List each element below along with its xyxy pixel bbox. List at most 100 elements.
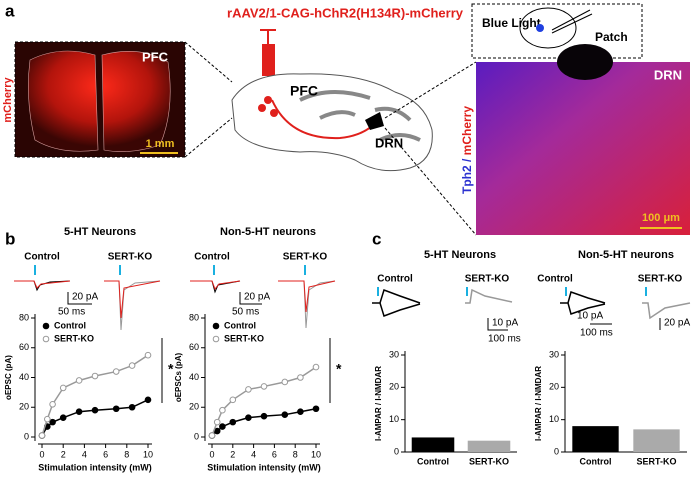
data-point bbox=[260, 383, 268, 390]
pipette bbox=[551, 13, 593, 34]
y-tick-label: 40 bbox=[19, 372, 29, 382]
legend-marker bbox=[42, 335, 50, 343]
scale-label: 100 ms bbox=[488, 334, 521, 345]
data-point bbox=[91, 406, 99, 414]
y-tick-label: 20 bbox=[389, 382, 399, 392]
x-tick-label: 10 bbox=[143, 449, 153, 459]
data-point bbox=[112, 405, 120, 413]
data-point bbox=[213, 418, 221, 426]
significance-label: * bbox=[336, 361, 342, 377]
bar bbox=[633, 429, 680, 452]
data-point bbox=[44, 415, 51, 423]
pfc-slice bbox=[28, 50, 171, 152]
data-point bbox=[144, 396, 152, 404]
trace-label: Control bbox=[24, 252, 60, 263]
trace-label: SERT-KO bbox=[465, 274, 510, 285]
y-tick-label: 0 bbox=[194, 431, 199, 441]
scale-label: 10 pA bbox=[492, 318, 518, 329]
y-tick-label: 20 bbox=[19, 402, 29, 412]
data-point bbox=[75, 408, 83, 416]
data-point bbox=[229, 418, 237, 426]
trace-label: SERT-KO bbox=[283, 252, 328, 263]
stain-label: mCherry bbox=[2, 77, 14, 123]
trace bbox=[642, 302, 691, 320]
zoom-line bbox=[184, 117, 233, 158]
scale-label: 20 pA bbox=[72, 292, 98, 303]
cell bbox=[258, 104, 266, 112]
scale-label: 100 ms bbox=[580, 328, 613, 339]
x-tick-label: 2 bbox=[61, 449, 66, 459]
panel-label: b bbox=[5, 229, 15, 248]
zoom-line bbox=[384, 61, 477, 119]
region-label: PFC bbox=[290, 83, 318, 99]
x-tick-label: Control bbox=[580, 456, 612, 466]
stain-label: Tph2 / mCherry bbox=[460, 106, 474, 194]
x-tick-label: 4 bbox=[82, 449, 87, 459]
chart-title: 5-HT Neurons bbox=[64, 226, 136, 238]
data-point bbox=[91, 372, 99, 380]
y-tick-label: 30 bbox=[389, 349, 399, 359]
trace bbox=[372, 289, 421, 317]
aqueduct bbox=[557, 44, 613, 80]
data-point bbox=[128, 403, 136, 411]
scale-bar bbox=[487, 318, 508, 331]
trace bbox=[560, 291, 606, 315]
significance-label: * bbox=[168, 361, 174, 377]
data-point bbox=[245, 414, 252, 421]
y-tick-label: 10 bbox=[549, 414, 559, 424]
trace bbox=[14, 280, 71, 289]
data-point bbox=[229, 396, 237, 404]
x-tick-label: 8 bbox=[124, 449, 129, 459]
x-tick-label: 10 bbox=[311, 449, 321, 459]
data-point bbox=[38, 432, 46, 439]
data-point bbox=[297, 374, 304, 381]
x-tick-label: 6 bbox=[272, 449, 277, 459]
trace bbox=[190, 280, 241, 294]
chart-title: Non-5-HT neurons bbox=[578, 249, 674, 261]
scale-label: 20 pA bbox=[664, 318, 690, 329]
legend-marker bbox=[42, 322, 50, 330]
x-tick-label: 0 bbox=[209, 449, 214, 459]
data-point bbox=[144, 351, 152, 359]
x-tick-label: 0 bbox=[39, 449, 44, 459]
x-tick-label: 8 bbox=[293, 449, 298, 459]
scale-label: 100 μm bbox=[642, 212, 680, 224]
legend-label: SERT-KO bbox=[54, 333, 94, 343]
projection bbox=[271, 99, 373, 140]
data-point bbox=[245, 386, 252, 393]
y-tick-label: 20 bbox=[189, 402, 199, 412]
stain-separator: / bbox=[460, 155, 474, 165]
drn-image bbox=[476, 62, 690, 235]
y-tick-label: 0 bbox=[394, 446, 399, 456]
data-point bbox=[219, 423, 226, 430]
syringe bbox=[262, 44, 275, 76]
drn-region bbox=[365, 112, 384, 130]
data-point bbox=[208, 432, 216, 439]
y-tick-label: 10 bbox=[389, 414, 399, 424]
scale-label: 10 pA bbox=[577, 311, 603, 322]
data-point bbox=[260, 412, 268, 420]
y-tick-label: 60 bbox=[189, 342, 199, 352]
trace bbox=[104, 280, 161, 331]
scale-label: 50 ms bbox=[58, 307, 85, 318]
scale-bar bbox=[67, 292, 92, 305]
image-label: PFC bbox=[142, 49, 169, 64]
data-point bbox=[112, 368, 120, 375]
legend-label: SERT-KO bbox=[224, 333, 264, 343]
trace-label: Control bbox=[194, 252, 230, 263]
legend-marker bbox=[212, 335, 220, 343]
y-tick-label: 0 bbox=[554, 446, 559, 456]
x-tick-label: SERT-KO bbox=[636, 456, 676, 466]
x-tick-label: Control bbox=[417, 456, 449, 466]
legend-label: Control bbox=[224, 320, 256, 330]
y-axis-label: oEPSC (pA) bbox=[4, 355, 13, 400]
data-point bbox=[49, 418, 56, 426]
y-tick-label: 30 bbox=[549, 349, 559, 359]
trace bbox=[465, 288, 513, 304]
legend-label: Control bbox=[54, 320, 86, 330]
pipette bbox=[551, 9, 591, 31]
trace-label: SERT-KO bbox=[638, 274, 683, 285]
y-tick-label: 0 bbox=[24, 431, 29, 441]
trace bbox=[104, 280, 161, 319]
